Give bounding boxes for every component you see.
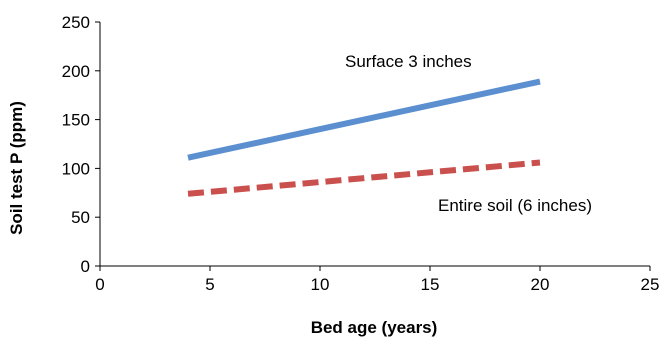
x-tick-label: 0 — [95, 275, 104, 294]
series-line-entire-soil — [187, 159, 541, 197]
x-tick-label: 20 — [531, 275, 550, 294]
y-tick-label: 250 — [62, 13, 90, 32]
x-tick-label: 10 — [311, 275, 330, 294]
y-axis-title: Soil test P (ppm) — [7, 101, 26, 235]
y-tick-label: 200 — [62, 62, 90, 81]
y-tick-labels: 0 50 100 150 200 250 — [62, 13, 90, 276]
annotations: Surface 3 inches Entire soil (6 inches) — [345, 52, 592, 215]
y-tick-label: 150 — [62, 111, 90, 130]
y-tick-label: 100 — [62, 159, 90, 178]
x-tick-labels: 0 5 10 15 20 25 — [95, 275, 659, 294]
x-tick-label: 5 — [205, 275, 214, 294]
annotation-entire-soil: Entire soil (6 inches) — [438, 196, 592, 215]
y-tick-label: 50 — [71, 208, 90, 227]
axes — [95, 21, 651, 271]
annotation-surface-3-inches: Surface 3 inches — [345, 52, 472, 71]
x-tick-label: 25 — [641, 275, 660, 294]
x-axis-title: Bed age (years) — [311, 318, 438, 337]
x-tick-label: 15 — [421, 275, 440, 294]
series-lines — [187, 78, 541, 197]
series-line-surface-3-inches — [187, 78, 541, 161]
y-tick-label: 0 — [81, 257, 90, 276]
